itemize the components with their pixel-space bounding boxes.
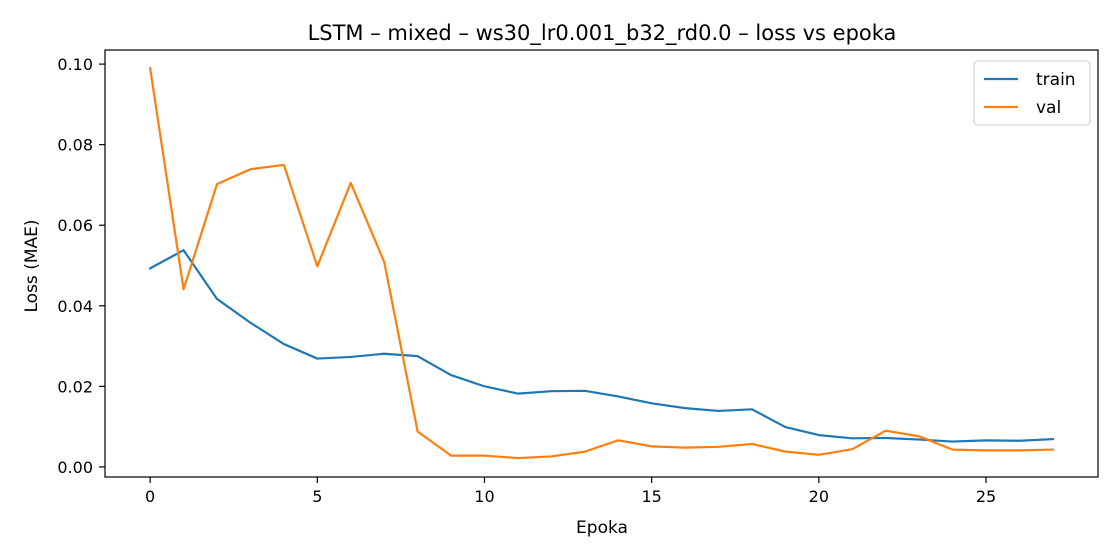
plot-frame bbox=[104, 49, 1099, 478]
y-tick-label: 0.10 bbox=[57, 55, 93, 74]
x-axis-ticks: 0 5 10 15 20 25 bbox=[145, 477, 996, 506]
y-tick-label: 0.04 bbox=[57, 297, 93, 316]
legend-label-train: train bbox=[1036, 70, 1076, 90]
legend-box bbox=[973, 60, 1091, 126]
plot-area bbox=[104, 49, 1099, 478]
y-tick-label: 0.02 bbox=[57, 377, 93, 396]
x-tick-label: 15 bbox=[641, 487, 661, 506]
series-line-train bbox=[148, 249, 1055, 443]
y-tick-label: 0.06 bbox=[57, 216, 93, 235]
legend: train val bbox=[973, 60, 1091, 126]
x-tick-label: 0 bbox=[145, 487, 155, 506]
y-axis-ticks: 0.00 0.02 0.04 0.06 0.08 0.10 bbox=[57, 55, 105, 477]
legend-label-val: val bbox=[1036, 98, 1061, 118]
series-layer bbox=[148, 66, 1055, 460]
x-axis-label: Epoka bbox=[576, 518, 628, 538]
y-tick-label: 0.08 bbox=[57, 136, 93, 155]
x-tick-label: 5 bbox=[312, 487, 322, 506]
series-line-val bbox=[148, 66, 1054, 460]
x-tick-label: 10 bbox=[474, 487, 494, 506]
y-tick-label: 0.00 bbox=[57, 458, 93, 477]
y-axis-label: Loss (MAE) bbox=[22, 220, 42, 313]
x-tick-label: 25 bbox=[976, 487, 996, 506]
x-tick-label: 20 bbox=[809, 487, 829, 506]
chart-title: LSTM – mixed – ws30_lr0.001_b32_rd0.0 – … bbox=[308, 21, 897, 46]
